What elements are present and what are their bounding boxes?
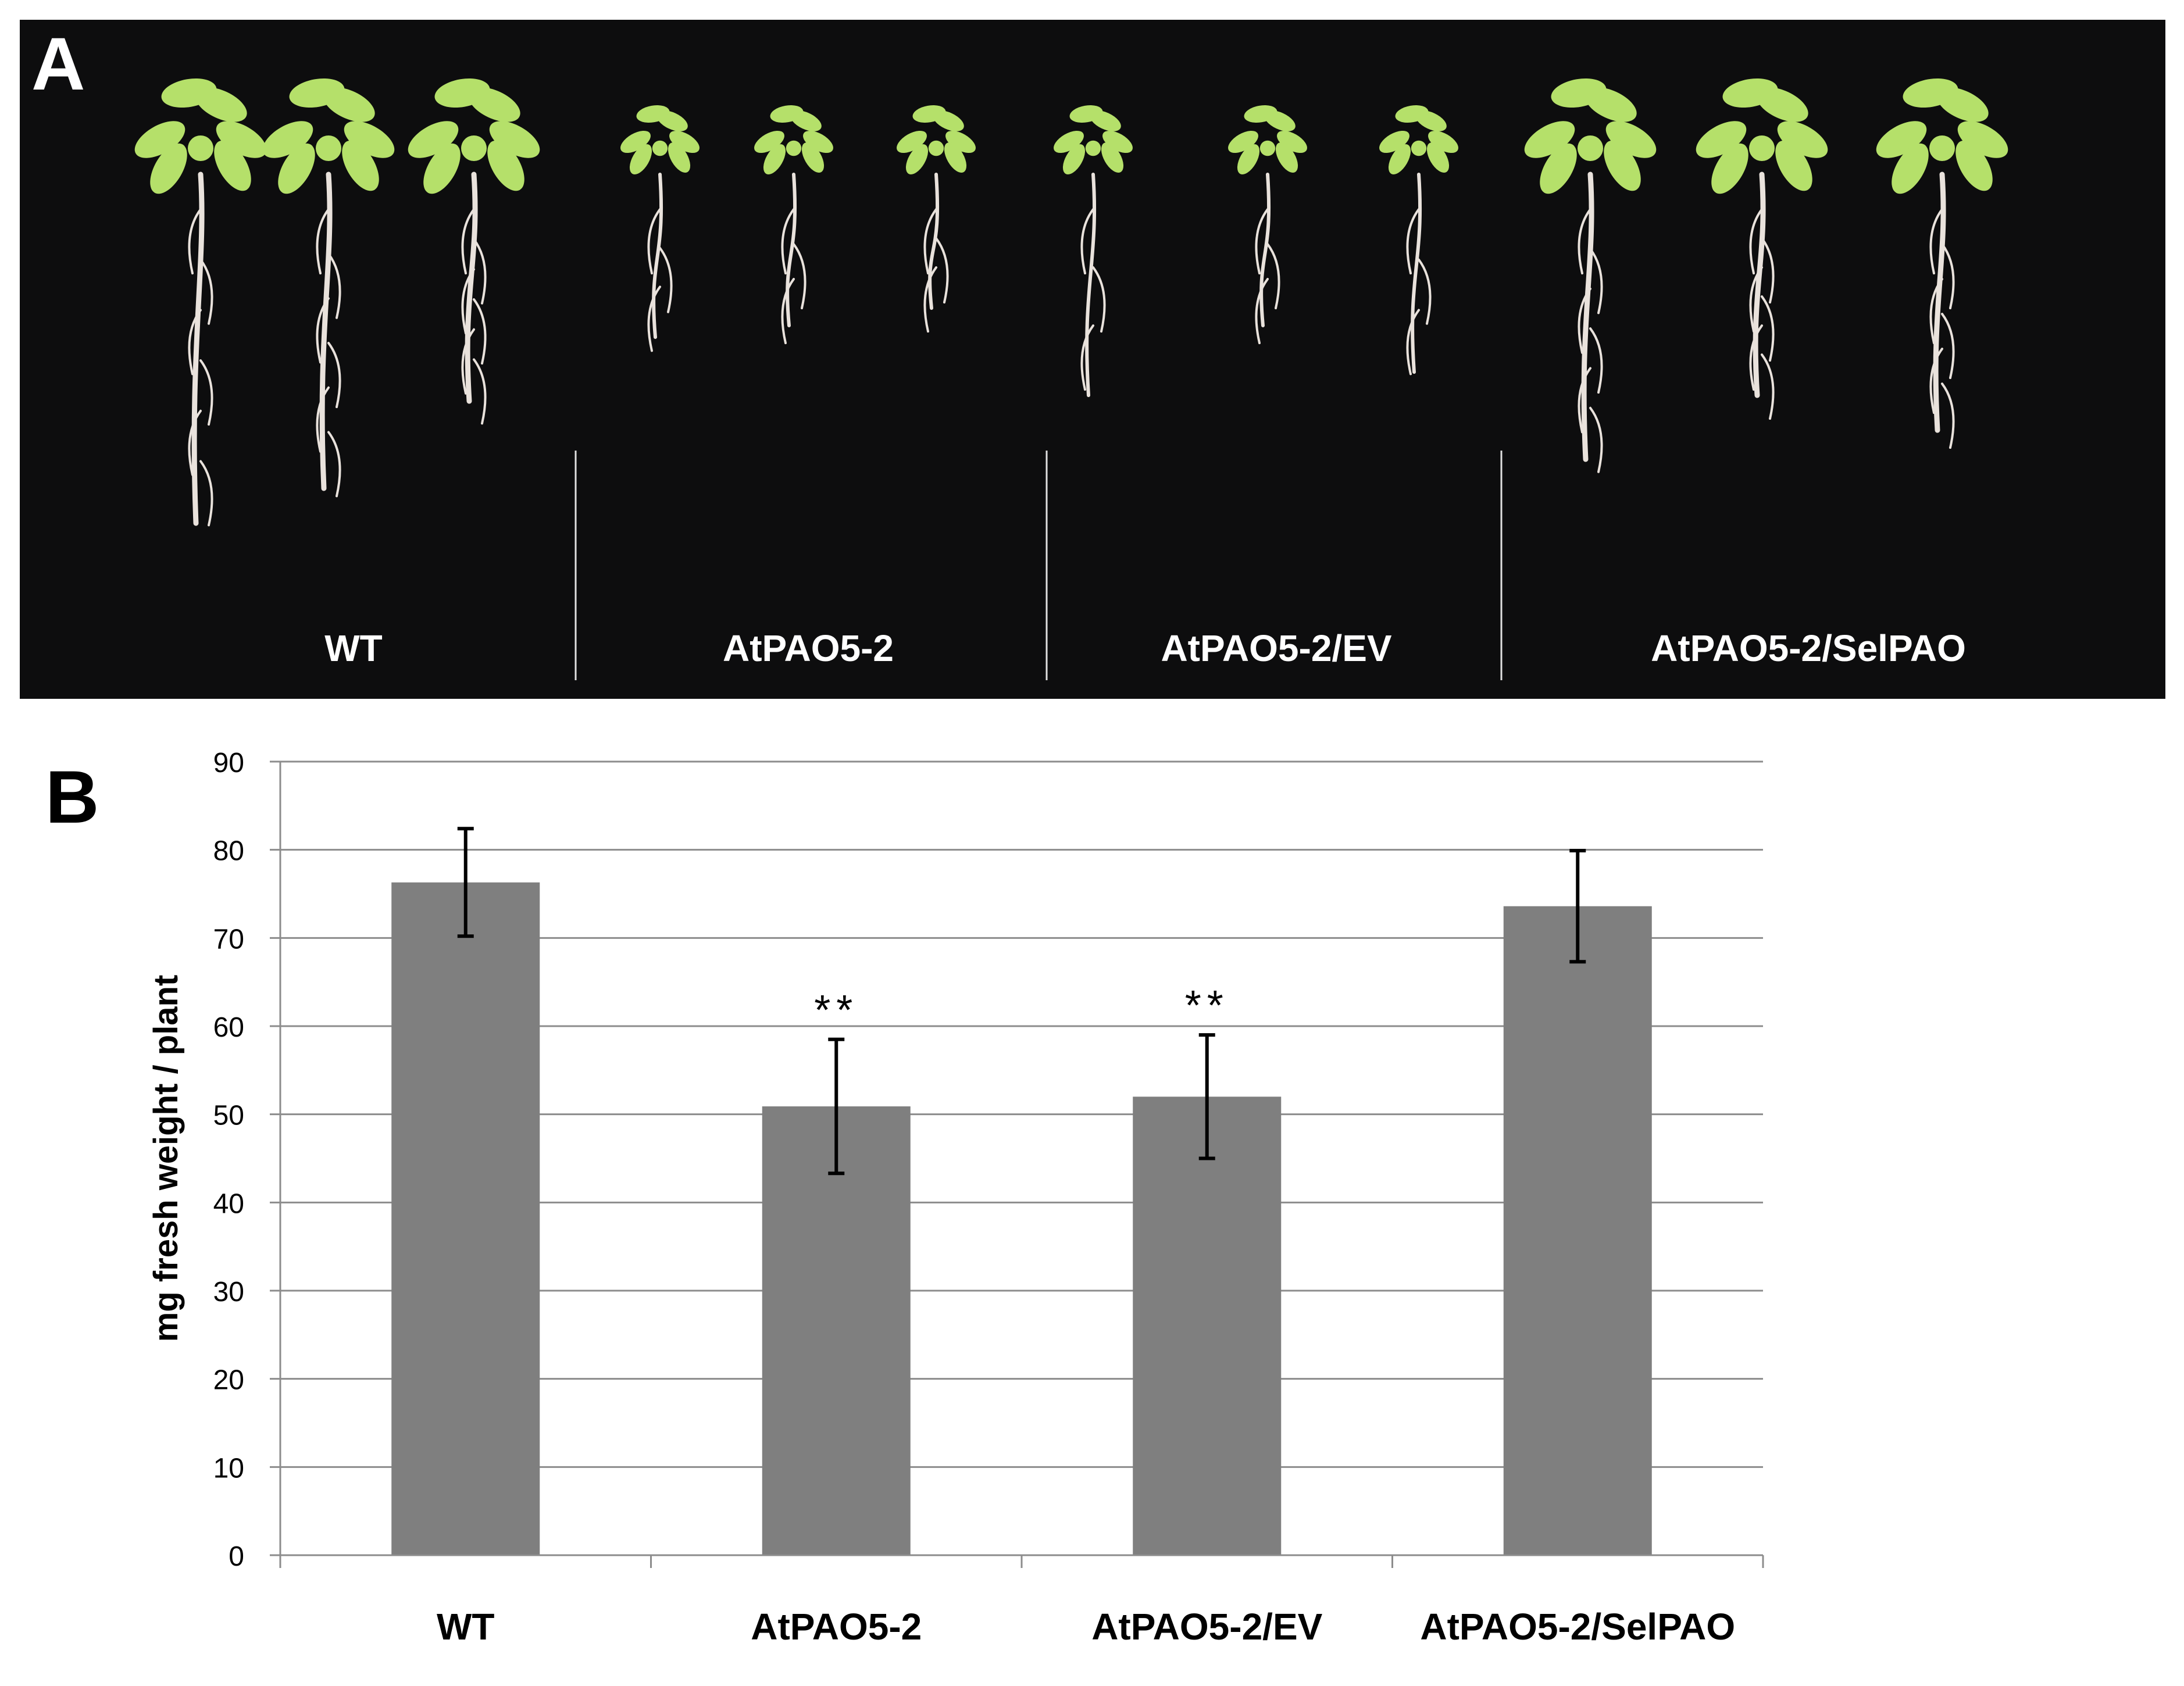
seedling bbox=[897, 105, 976, 333]
bar bbox=[1133, 1096, 1282, 1555]
y-tick-label: 70 bbox=[213, 924, 244, 955]
seedling bbox=[1379, 105, 1458, 376]
error-bar bbox=[828, 1037, 845, 1176]
group-labels: WT AtPAO5-2 AtPAO5-2/EV AtPAO5-2/SelPAO bbox=[324, 627, 1966, 669]
error-bar bbox=[457, 827, 474, 938]
seedling bbox=[754, 105, 833, 344]
y-tick-label: 60 bbox=[213, 1012, 244, 1043]
y-tick-label: 0 bbox=[229, 1541, 244, 1572]
significance-annotations: ** ** bbox=[814, 983, 1229, 1034]
error-bar bbox=[1569, 849, 1586, 964]
seedlings bbox=[134, 78, 2008, 527]
y-tick-label: 80 bbox=[213, 836, 244, 867]
group-label: AtPAO5-2 bbox=[723, 627, 894, 669]
group-label: AtPAO5-2/EV bbox=[1161, 627, 1391, 669]
seedling bbox=[1876, 78, 2008, 449]
y-tick-label: 30 bbox=[213, 1277, 244, 1308]
x-tick-label: AtPAO5-2 bbox=[751, 1606, 922, 1648]
y-axis-tick-labels: 0 10 20 30 40 50 60 70 80 90 bbox=[213, 748, 281, 1572]
seedling bbox=[262, 78, 395, 498]
seedling bbox=[408, 78, 540, 425]
panel-b-letter: B bbox=[45, 756, 99, 839]
x-axis-tick-labels: WT AtPAO5-2 AtPAO5-2/EV AtPAO5-2/SelPAO bbox=[437, 1606, 1735, 1648]
seedling bbox=[1524, 78, 1657, 473]
error-bars bbox=[457, 827, 1586, 1176]
panel-a-photo: WT AtPAO5-2 AtPAO5-2/EV AtPAO5-2/SelPAO A bbox=[20, 20, 2165, 699]
significance-label: ** bbox=[1185, 983, 1229, 1029]
error-bar bbox=[1198, 1033, 1215, 1160]
panel-a-letter: A bbox=[31, 23, 85, 106]
seedling bbox=[134, 78, 267, 527]
panel-b-chart: B 0 10 20 30 40 50 60 70 80 90 ** ** WT AtPAO5-2 AtP… bbox=[45, 748, 1764, 1648]
x-tick-label: AtPAO5-2/EV bbox=[1091, 1606, 1322, 1648]
y-tick-label: 20 bbox=[213, 1365, 244, 1396]
seedling bbox=[620, 105, 700, 352]
y-tick-label: 90 bbox=[213, 748, 244, 778]
y-tick-label: 50 bbox=[213, 1101, 244, 1131]
seedling bbox=[1696, 78, 1828, 420]
bar bbox=[391, 882, 540, 1555]
x-tick-label: WT bbox=[437, 1606, 495, 1648]
x-tick-label: AtPAO5-2/SelPAO bbox=[1420, 1606, 1735, 1648]
group-label: WT bbox=[324, 627, 383, 669]
group-label: AtPAO5-2/SelPAO bbox=[1651, 627, 1966, 669]
seedling bbox=[1054, 105, 1133, 397]
y-tick-label: 40 bbox=[213, 1188, 244, 1219]
group-dividers bbox=[574, 451, 1503, 680]
bar bbox=[762, 1106, 911, 1555]
seedling bbox=[1228, 105, 1307, 344]
significance-label: ** bbox=[814, 987, 858, 1034]
y-tick-label: 10 bbox=[213, 1453, 244, 1484]
bars bbox=[391, 882, 1652, 1555]
x-axis bbox=[279, 1554, 1764, 1568]
bar bbox=[1503, 906, 1652, 1555]
y-axis-label: mg fresh weight / plant bbox=[147, 975, 185, 1342]
